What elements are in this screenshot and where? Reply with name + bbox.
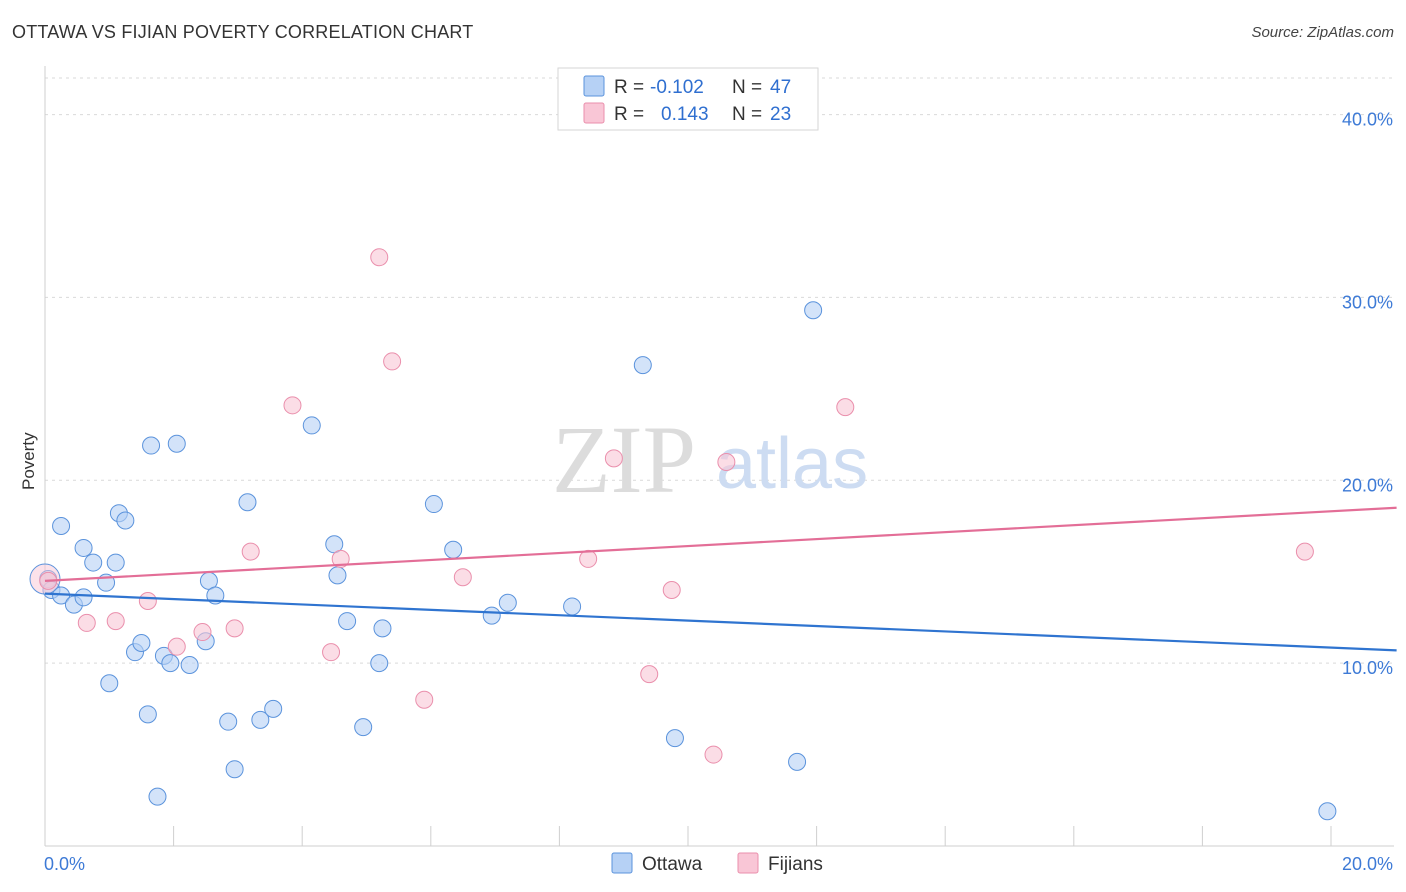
y-tick-label: 10.0% [1342, 658, 1393, 678]
ottawa-point [788, 752, 807, 771]
ottawa-point [116, 511, 135, 530]
fijians-point [322, 643, 341, 662]
x-tick-label: 20.0% [1342, 854, 1393, 874]
ottawa-point [132, 634, 151, 653]
y-tick-label: 20.0% [1342, 475, 1393, 495]
legend-r-label-ottawa: R = [614, 77, 644, 98]
ottawa-point [84, 553, 103, 572]
series-legend: Ottawa Fijians [611, 852, 823, 875]
watermark-atlas: atlas [716, 424, 868, 504]
axes [44, 66, 1394, 847]
fijians-point [640, 665, 659, 684]
x-tick-label: 0.0% [44, 854, 85, 874]
fijians-point [579, 549, 598, 568]
correlation-legend: R = -0.102 N = 47 R = 0.143 N = 23 [557, 67, 819, 131]
ottawa-point [238, 493, 257, 512]
ottawa-point [167, 434, 186, 453]
ottawa-point [302, 416, 321, 435]
fijians-point [704, 745, 723, 764]
ottawa-point [264, 699, 283, 718]
fijians-point [1295, 542, 1314, 561]
ottawa-point [444, 540, 463, 559]
fijians-point [604, 449, 623, 468]
ottawa-point [106, 553, 125, 572]
legend-n-value-ottawa: 47 [770, 77, 791, 98]
legend-label-fijians: Fijians [768, 854, 823, 875]
ottawa-point [138, 705, 157, 724]
trend-lines [44, 506, 1397, 652]
ottawa-point [328, 566, 347, 585]
ottawa-point [373, 619, 392, 638]
fijians-point [717, 453, 736, 471]
ottawa-point [482, 606, 501, 625]
ottawa-trend-line [44, 592, 1397, 652]
y-axis-label: Poverty [19, 432, 38, 490]
ottawa-point [633, 356, 652, 375]
ottawa-point [1318, 802, 1337, 821]
legend-n-label-ottawa: N = [732, 77, 762, 98]
fijians-point [241, 542, 260, 561]
fijians-point [453, 568, 472, 587]
fijians-point [370, 248, 389, 267]
ottawa-point [354, 718, 373, 737]
ottawa-point [225, 760, 244, 779]
fijians-point [77, 613, 96, 632]
source-label: Source: ZipAtlas.com [1251, 24, 1394, 41]
fijians-point [331, 549, 350, 568]
ottawa-points [29, 301, 1337, 821]
fijians-point [415, 690, 434, 709]
fijians-point [225, 619, 244, 638]
fijians-point [106, 612, 125, 631]
watermark: ZIP atlas [552, 406, 868, 513]
legend-swatch-fijians [583, 102, 605, 124]
ottawa-point [370, 654, 389, 673]
x-tick-labels: 0.0% 20.0% [44, 854, 1393, 874]
fijians-point [193, 623, 212, 642]
legend-swatch-ottawa [583, 75, 605, 97]
ottawa-point [338, 612, 357, 631]
y-tick-labels: 10.0% 20.0% 30.0% 40.0% [1342, 110, 1393, 679]
ottawa-point [161, 654, 180, 673]
y-tick-label: 40.0% [1342, 110, 1393, 130]
gridlines [45, 77, 1394, 664]
ottawa-point [180, 655, 199, 674]
fijians-point [167, 637, 186, 656]
ottawa-point [74, 538, 93, 557]
ottawa-point [52, 517, 71, 535]
y-tick-label: 30.0% [1342, 292, 1393, 312]
legend-r-value-ottawa: -0.102 [650, 77, 704, 98]
ottawa-point [665, 729, 684, 748]
legend-r-label-fijians: R = [614, 104, 644, 125]
ottawa-point [74, 588, 93, 607]
ottawa-point [251, 710, 270, 729]
fijians-point [383, 352, 402, 371]
chart-title: OTTAWA VS FIJIAN POVERTY CORRELATION CHA… [12, 22, 474, 42]
watermark-zip: ZIP [552, 406, 696, 513]
legend-n-label-fijians: N = [732, 104, 762, 125]
ottawa-point [219, 712, 238, 731]
fijians-trend-line [44, 506, 1397, 582]
legend-swatch-ottawa-bottom [611, 852, 633, 874]
ottawa-point [424, 495, 443, 514]
fijians-point [662, 581, 681, 599]
ottawa-point [100, 674, 119, 693]
legend-r-value-fijians: 0.143 [661, 104, 709, 125]
fijians-points [39, 248, 1314, 764]
ottawa-point [563, 597, 582, 616]
ottawa-point [142, 436, 161, 455]
legend-swatch-fijians-bottom [737, 852, 759, 874]
legend-label-ottawa: Ottawa [642, 854, 703, 875]
legend-n-value-fijians: 23 [770, 104, 791, 125]
ottawa-point [804, 301, 823, 320]
fijians-point [836, 398, 855, 417]
ottawa-point [498, 593, 517, 612]
fijians-point [138, 591, 157, 610]
fijians-point [283, 396, 302, 415]
ottawa-point [148, 787, 167, 806]
